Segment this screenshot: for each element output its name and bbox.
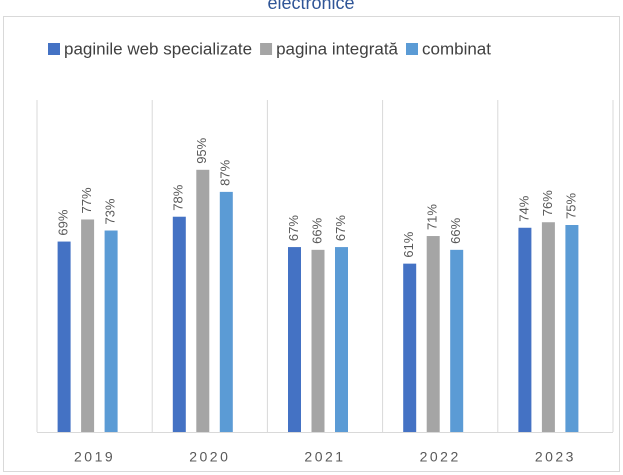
data-label: 87% (218, 159, 233, 185)
bar (541, 222, 555, 432)
bar (565, 225, 579, 432)
bar (288, 247, 301, 432)
bar (335, 247, 348, 432)
data-label: 71% (425, 204, 440, 230)
bar (518, 227, 532, 432)
data-label: 74% (516, 195, 531, 221)
bar (196, 169, 210, 433)
legend-label: paginile web specializate (64, 39, 252, 58)
legend-swatch (260, 43, 273, 55)
data-label: 69% (56, 209, 71, 235)
x-tick-label: 2022 (420, 449, 461, 465)
bar (311, 249, 325, 432)
legend-swatch (406, 43, 418, 55)
bar (104, 230, 118, 432)
legend-swatch (48, 43, 60, 55)
bar (57, 241, 71, 432)
data-label: 61% (401, 231, 416, 257)
bar (81, 219, 95, 432)
x-tick-label: 2019 (74, 449, 115, 465)
data-label: 75% (563, 193, 578, 219)
legend-label: pagina integrată (276, 39, 398, 58)
data-label: 66% (309, 217, 324, 243)
data-label: 95% (194, 137, 209, 163)
data-label: 73% (103, 198, 118, 224)
bar (450, 249, 464, 432)
x-tick-label: 2021 (304, 449, 345, 465)
bar (426, 236, 440, 432)
data-label: 77% (79, 187, 94, 213)
data-label: 67% (333, 215, 348, 241)
data-label: 67% (286, 215, 301, 241)
legend-label: combinat (422, 39, 491, 58)
x-tick-label: 2023 (535, 449, 576, 465)
x-tick-label: 2020 (189, 449, 230, 465)
bar (403, 263, 417, 432)
bar (219, 191, 233, 432)
chart-title: electronice (267, 0, 354, 13)
data-label: 78% (171, 184, 186, 210)
data-label: 66% (448, 217, 463, 243)
data-label: 76% (540, 190, 555, 216)
bar (172, 216, 186, 432)
